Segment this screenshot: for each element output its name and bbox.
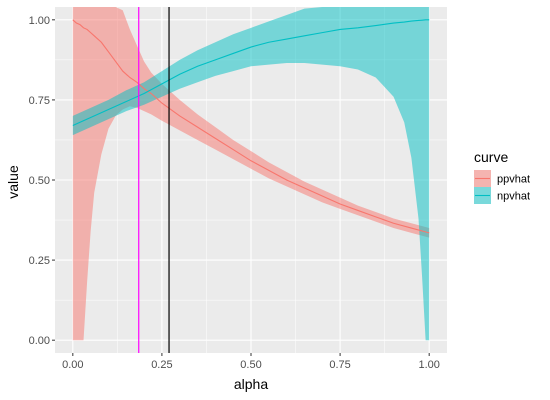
y-tick-label: 0.25	[29, 255, 50, 267]
confidence-band-npvhat	[72, 7, 430, 341]
x-tick-label: 1.00	[418, 359, 439, 371]
legend-label-npvhat: npvhat	[497, 191, 530, 203]
confidence-bands	[72, 7, 430, 341]
series-line-npvhat	[72, 19, 430, 127]
x-tick-label: 0.75	[329, 359, 350, 371]
legend: curve ppvhat npvhat	[474, 149, 530, 204]
y-axis-ticks: 0.00 0.25 0.50 0.75 1.00	[29, 15, 55, 347]
x-axis-title: alpha	[234, 376, 268, 392]
y-tick-label: 0.50	[29, 175, 50, 187]
series-lines	[72, 19, 430, 234]
y-tick-label: 0.00	[29, 335, 50, 347]
x-axis-ticks: 0.00 0.25 0.50 0.75 1.00	[62, 353, 440, 371]
y-tick-label: 0.75	[29, 95, 50, 107]
y-tick-label: 1.00	[29, 15, 50, 27]
y-axis-title: value	[5, 165, 21, 199]
series-line-ppvhat	[72, 19, 430, 234]
legend-title: curve	[474, 149, 508, 165]
vertical-reference-lines	[138, 7, 170, 353]
x-tick-label: 0.25	[151, 359, 172, 371]
x-tick-label: 0.00	[62, 359, 83, 371]
legend-label-ppvhat: ppvhat	[497, 174, 530, 186]
x-tick-label: 0.50	[240, 359, 261, 371]
